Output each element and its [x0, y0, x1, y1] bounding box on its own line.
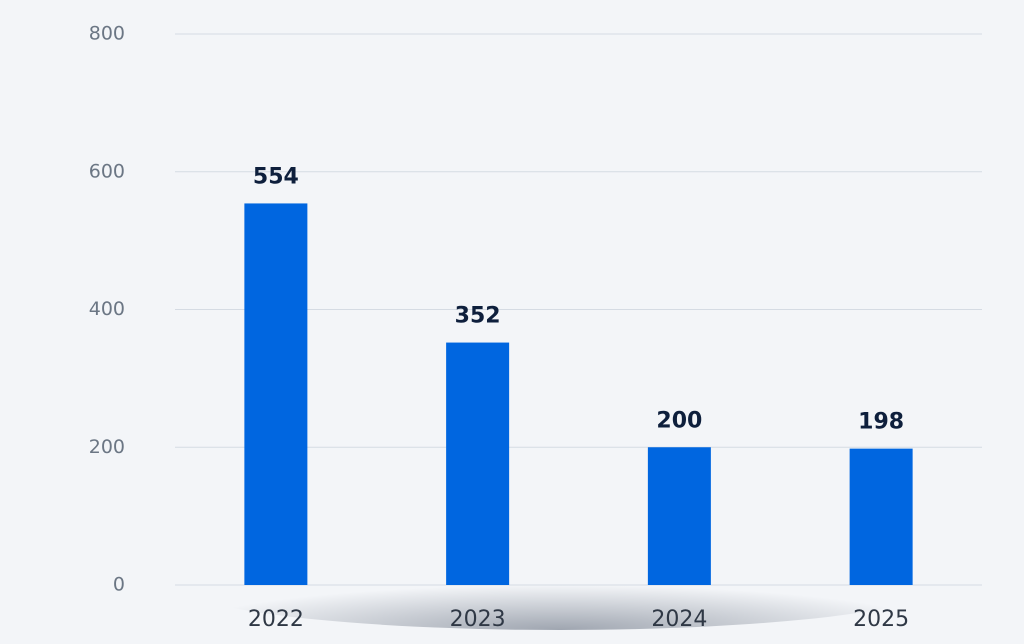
bar [244, 203, 308, 585]
x-tick-label: 2023 [450, 607, 506, 632]
x-tick-label: 2025 [853, 607, 909, 632]
x-tick-label: 2024 [651, 607, 707, 632]
y-tick-label: 600 [89, 160, 125, 182]
value-label: 352 [455, 304, 501, 329]
bar [446, 342, 510, 585]
value-label: 554 [253, 164, 299, 189]
bar [849, 448, 913, 585]
value-label: 198 [858, 410, 904, 435]
y-tick-label: 200 [89, 436, 125, 458]
y-tick-label: 0 [113, 574, 125, 596]
value-label: 200 [656, 408, 702, 433]
y-tick-label: 800 [89, 23, 125, 45]
bar [647, 447, 711, 585]
y-tick-label: 400 [89, 298, 125, 320]
x-tick-label: 2022 [248, 607, 304, 632]
